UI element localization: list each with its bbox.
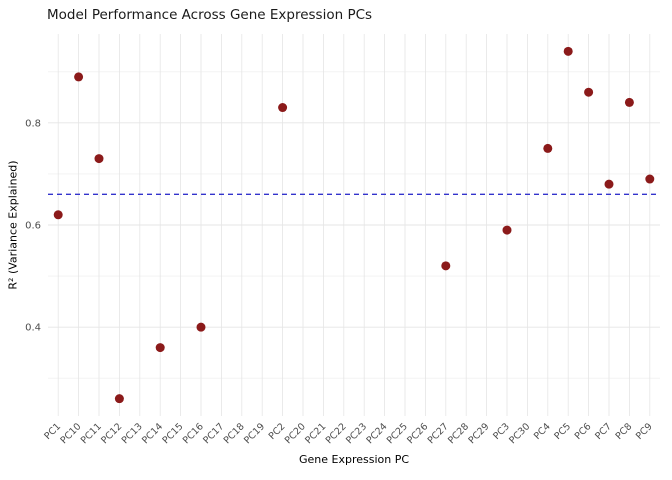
data-point: [114, 394, 124, 404]
data-point: [624, 97, 634, 107]
x-tick: PC6: [573, 421, 594, 442]
x-tick: PC23: [344, 421, 369, 446]
x-tick: PC5: [552, 421, 573, 442]
x-tick: PC27: [426, 421, 451, 446]
data-point: [441, 261, 451, 271]
x-axis-title: Gene Expression PC: [298, 453, 410, 466]
x-tick: PC14: [140, 421, 165, 446]
x-tick-label: PC23: [344, 421, 369, 446]
y-tick-label: 0.6: [25, 221, 41, 232]
x-tick-label: PC10: [58, 421, 83, 446]
data-point: [155, 343, 165, 353]
data-point: [278, 103, 288, 113]
x-tick-label: PC17: [201, 421, 226, 446]
x-tick: PC17: [201, 421, 226, 446]
x-tick: PC30: [507, 421, 532, 446]
x-tick-label: PC14: [140, 421, 165, 446]
data-point: [74, 72, 84, 82]
x-tick: PC29: [466, 421, 491, 446]
x-tick-label: PC21: [303, 421, 328, 446]
x-tick: PC10: [58, 421, 83, 446]
x-tick: PC8: [614, 421, 635, 442]
data-point: [196, 322, 206, 332]
x-tick: PC13: [120, 421, 145, 446]
x-tick-label: PC19: [242, 421, 267, 446]
y-tick-label: 0.8: [25, 118, 41, 129]
x-tick-label: PC18: [222, 421, 247, 446]
x-tick: PC25: [385, 421, 410, 446]
x-tick: PC9: [634, 421, 655, 442]
x-tick-label: PC11: [79, 421, 104, 446]
data-point: [502, 225, 512, 235]
data-point: [645, 174, 655, 184]
x-tick-label: PC30: [507, 421, 532, 446]
x-tick: PC18: [222, 421, 247, 446]
x-tick: PC4: [532, 421, 553, 442]
x-tick-label: PC28: [446, 421, 471, 446]
x-tick-label: PC9: [634, 421, 655, 442]
x-tick: PC24: [364, 421, 389, 446]
x-tick-label: PC26: [405, 421, 430, 446]
x-tick-label: PC22: [324, 421, 349, 446]
x-tick: PC19: [242, 421, 267, 446]
x-tick: PC21: [303, 421, 328, 446]
data-point: [543, 143, 553, 153]
x-tick-label: PC24: [364, 421, 389, 446]
x-tick-label: PC20: [283, 421, 308, 446]
y-tick-label: 0.4: [25, 323, 41, 334]
x-tick: PC11: [79, 421, 104, 446]
x-tick: PC12: [99, 421, 124, 446]
x-tick: PC15: [160, 421, 185, 446]
x-tick-label: PC25: [385, 421, 410, 446]
x-tick: PC16: [181, 421, 206, 446]
x-tick-label: PC12: [99, 421, 124, 446]
data-point: [563, 46, 573, 56]
x-tick-label: PC8: [614, 421, 635, 442]
x-tick: PC26: [405, 421, 430, 446]
data-point: [604, 179, 614, 189]
x-tick-label: PC6: [573, 421, 594, 442]
data-point: [94, 154, 104, 164]
x-tick-label: PC16: [181, 421, 206, 446]
x-tick: PC7: [593, 421, 614, 442]
x-tick: PC20: [283, 421, 308, 446]
data-point: [584, 87, 594, 97]
x-tick-label: PC15: [160, 421, 185, 446]
x-tick-label: PC4: [532, 421, 553, 442]
x-tick-label: PC13: [120, 421, 145, 446]
data-point: [53, 210, 63, 220]
x-tick-label: PC29: [466, 421, 491, 446]
x-tick: PC28: [446, 421, 471, 446]
x-tick-label: PC5: [552, 421, 573, 442]
x-tick: PC22: [324, 421, 349, 446]
x-tick-label: PC7: [593, 421, 614, 442]
chart-title: Model Performance Across Gene Expression…: [47, 7, 373, 23]
x-tick-label: PC27: [426, 421, 451, 446]
